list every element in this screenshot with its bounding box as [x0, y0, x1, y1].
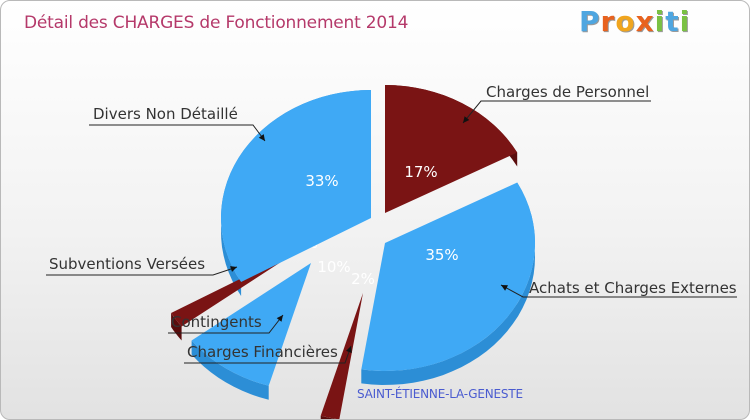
logo-letter: P [579, 5, 601, 38]
slice-percent-label: 2% [351, 270, 375, 288]
logo-letter: i [654, 5, 666, 38]
pie-slice-charges-financi-res [320, 293, 363, 419]
slice-category-label: Achats et Charges Externes [529, 279, 737, 297]
chart-title: Détail des CHARGES de Fonctionnement 201… [24, 13, 409, 33]
logo-letter: o [615, 5, 636, 38]
slice-percent-label: 17% [404, 163, 437, 181]
leader-arrow [463, 116, 470, 123]
logo-letter: r [600, 5, 616, 38]
leader-arrow [230, 266, 237, 272]
slice-percent-label: 33% [305, 172, 338, 190]
leader-arrow [276, 315, 283, 322]
slice-category-label: Subventions Versées [49, 255, 205, 273]
slice-side [320, 415, 337, 419]
leader-arrow [501, 285, 508, 291]
leader-line [89, 124, 266, 142]
slice-percent-label: 35% [425, 246, 458, 264]
leader-arrow [258, 134, 265, 141]
slice-category-label: Contingents [171, 313, 262, 331]
leader-arrow [346, 346, 352, 353]
leader-line [500, 284, 737, 298]
pie-slice-contingents [191, 263, 311, 386]
pie-slice-charges-de-personnel [385, 85, 518, 213]
slice-category-label: Divers Non Détaillé [93, 105, 238, 123]
leader-line [462, 100, 651, 124]
logo-letter: i [679, 5, 691, 38]
slice-side [171, 313, 182, 341]
slice-percent-label: 10% [317, 258, 350, 276]
pie-slice-divers-non-d-taill- [221, 90, 371, 282]
proxiti-logo: Proxiti [579, 5, 690, 38]
logo-letter: t [665, 5, 680, 38]
slice-category-label: Charges Financières [187, 343, 338, 361]
leader-line [46, 266, 238, 276]
slice-side [361, 182, 535, 385]
leader-line [168, 314, 284, 334]
logo-letter: x [635, 5, 655, 38]
location-label: SAINT-ÉTIENNE-LA-GENESTE [357, 387, 523, 401]
slice-side [191, 340, 269, 400]
pie-slice-achats-et-charges-externes [361, 182, 536, 372]
slice-category-label: Charges de Personnel [486, 83, 649, 101]
